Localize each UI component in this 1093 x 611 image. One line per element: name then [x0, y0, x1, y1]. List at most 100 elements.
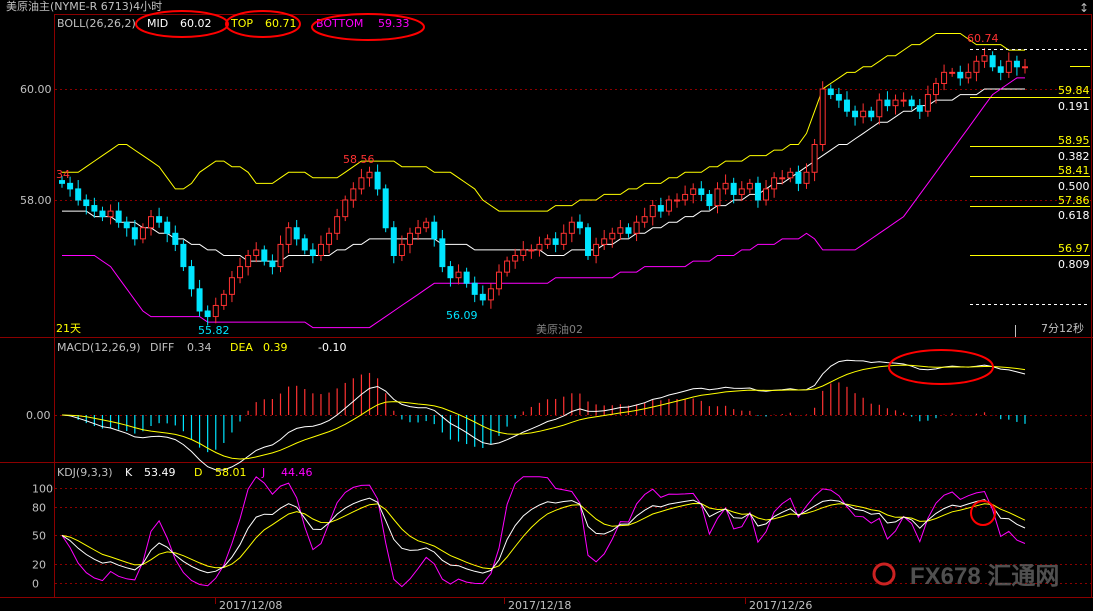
boll-top-line — [62, 33, 1025, 212]
candle — [237, 257, 244, 284]
fib-price-0191: 59.84 — [1058, 84, 1090, 97]
candle — [884, 91, 891, 112]
candle — [609, 227, 616, 248]
expand-icon[interactable]: ↕ — [1079, 1, 1089, 15]
high-annotation-1: 58.56 — [343, 153, 375, 166]
kdj-k-label: K — [125, 466, 133, 479]
candle — [156, 207, 163, 228]
kdj-tick-label: 100 — [32, 483, 53, 496]
low-annotation-1: 55.82 — [198, 324, 230, 337]
candle — [471, 276, 478, 303]
candle — [406, 227, 413, 254]
candle — [431, 215, 438, 247]
candle — [779, 170, 786, 185]
price-tick-60: 60.00 — [20, 83, 52, 96]
candle — [916, 98, 923, 119]
window-title: 美原油主(NYME-R 6713)4小时 — [6, 0, 162, 13]
symbol-watermark: 美原油02 — [536, 322, 583, 336]
price-tick-58: 58.00 — [20, 194, 52, 207]
candle — [585, 223, 592, 260]
candle — [754, 176, 761, 208]
candle — [447, 261, 454, 287]
bottom-highlight-circle — [311, 13, 425, 41]
fib-ratio-0382: 0.382 — [1058, 150, 1090, 163]
boll-top-label: TOP — [230, 17, 253, 30]
candle — [293, 219, 300, 246]
candle — [350, 182, 357, 208]
candle — [924, 85, 931, 117]
candle — [714, 182, 721, 214]
candle — [738, 181, 745, 202]
candle — [649, 200, 656, 226]
candle — [253, 242, 260, 263]
candle — [568, 216, 575, 243]
candle — [617, 219, 624, 240]
kdj-d-label: D — [194, 466, 202, 479]
candle — [908, 95, 915, 111]
fib-price-0809: 56.97 — [1058, 242, 1090, 255]
candle — [382, 184, 389, 233]
top-highlight-circle — [225, 10, 301, 38]
candle — [220, 289, 227, 310]
candle — [439, 229, 446, 273]
macd-dea-value: 0.39 — [263, 341, 288, 354]
low-annotation-2: 56.09 — [446, 309, 478, 322]
candle — [965, 63, 972, 84]
macd-label: MACD(12,26,9) — [57, 341, 141, 354]
candle — [139, 223, 146, 244]
candle — [827, 84, 834, 99]
candle — [75, 180, 82, 206]
candle — [633, 215, 640, 242]
candle — [528, 244, 535, 259]
candle — [560, 224, 567, 250]
candle — [843, 91, 850, 117]
candle — [787, 167, 794, 183]
candle — [949, 67, 956, 77]
candle — [746, 178, 753, 194]
candle — [398, 235, 405, 262]
candle — [83, 194, 90, 215]
candle — [309, 243, 316, 264]
kdj-k-value: 53.49 — [144, 466, 176, 479]
high-annotation-2: 60.74 — [967, 32, 999, 45]
candle — [107, 204, 114, 225]
kdj-grid: 100 80 50 20 0 — [32, 483, 1092, 591]
candle — [301, 234, 308, 255]
date-label-1: 2017/12/08 — [219, 599, 282, 611]
candle — [334, 208, 341, 240]
candle — [463, 267, 470, 288]
candle — [698, 181, 705, 202]
fib-price-0618: 57.86 — [1058, 194, 1090, 207]
kdj-k-line — [61, 497, 1026, 574]
candle — [811, 138, 818, 182]
macd-diff-line — [61, 359, 1026, 471]
boll-bottom-label: BOTTOM — [316, 17, 363, 30]
candle — [763, 180, 770, 206]
boll-top-value: 60.71 — [265, 17, 297, 30]
candle — [180, 239, 187, 272]
fib-price-0500: 58.41 — [1058, 164, 1090, 177]
candle — [876, 93, 883, 125]
macd-hist-value: -0.10 — [318, 341, 346, 354]
candle — [115, 202, 122, 228]
candle — [164, 216, 171, 243]
candle — [868, 106, 875, 122]
candle — [285, 222, 292, 254]
macd-cross-highlight — [888, 349, 994, 385]
candle — [601, 229, 608, 250]
candle — [932, 77, 939, 104]
boll-bottom-line — [62, 77, 1025, 329]
boll-label: BOLL(26,26,2) — [57, 17, 136, 30]
macd-tick-zero: 0.00 — [26, 409, 51, 422]
candle — [997, 60, 1004, 81]
candle — [512, 248, 519, 269]
candle — [131, 219, 138, 246]
candle — [99, 206, 106, 222]
fib-ratio-0191: 0.191 — [1058, 100, 1090, 113]
candle — [358, 168, 365, 195]
kdj-d-value: 58.01 — [215, 466, 247, 479]
fib-ratio-0618: 0.618 — [1058, 209, 1090, 222]
fx678-logo: FX678 汇通网 — [872, 562, 1059, 590]
candle — [479, 285, 486, 306]
